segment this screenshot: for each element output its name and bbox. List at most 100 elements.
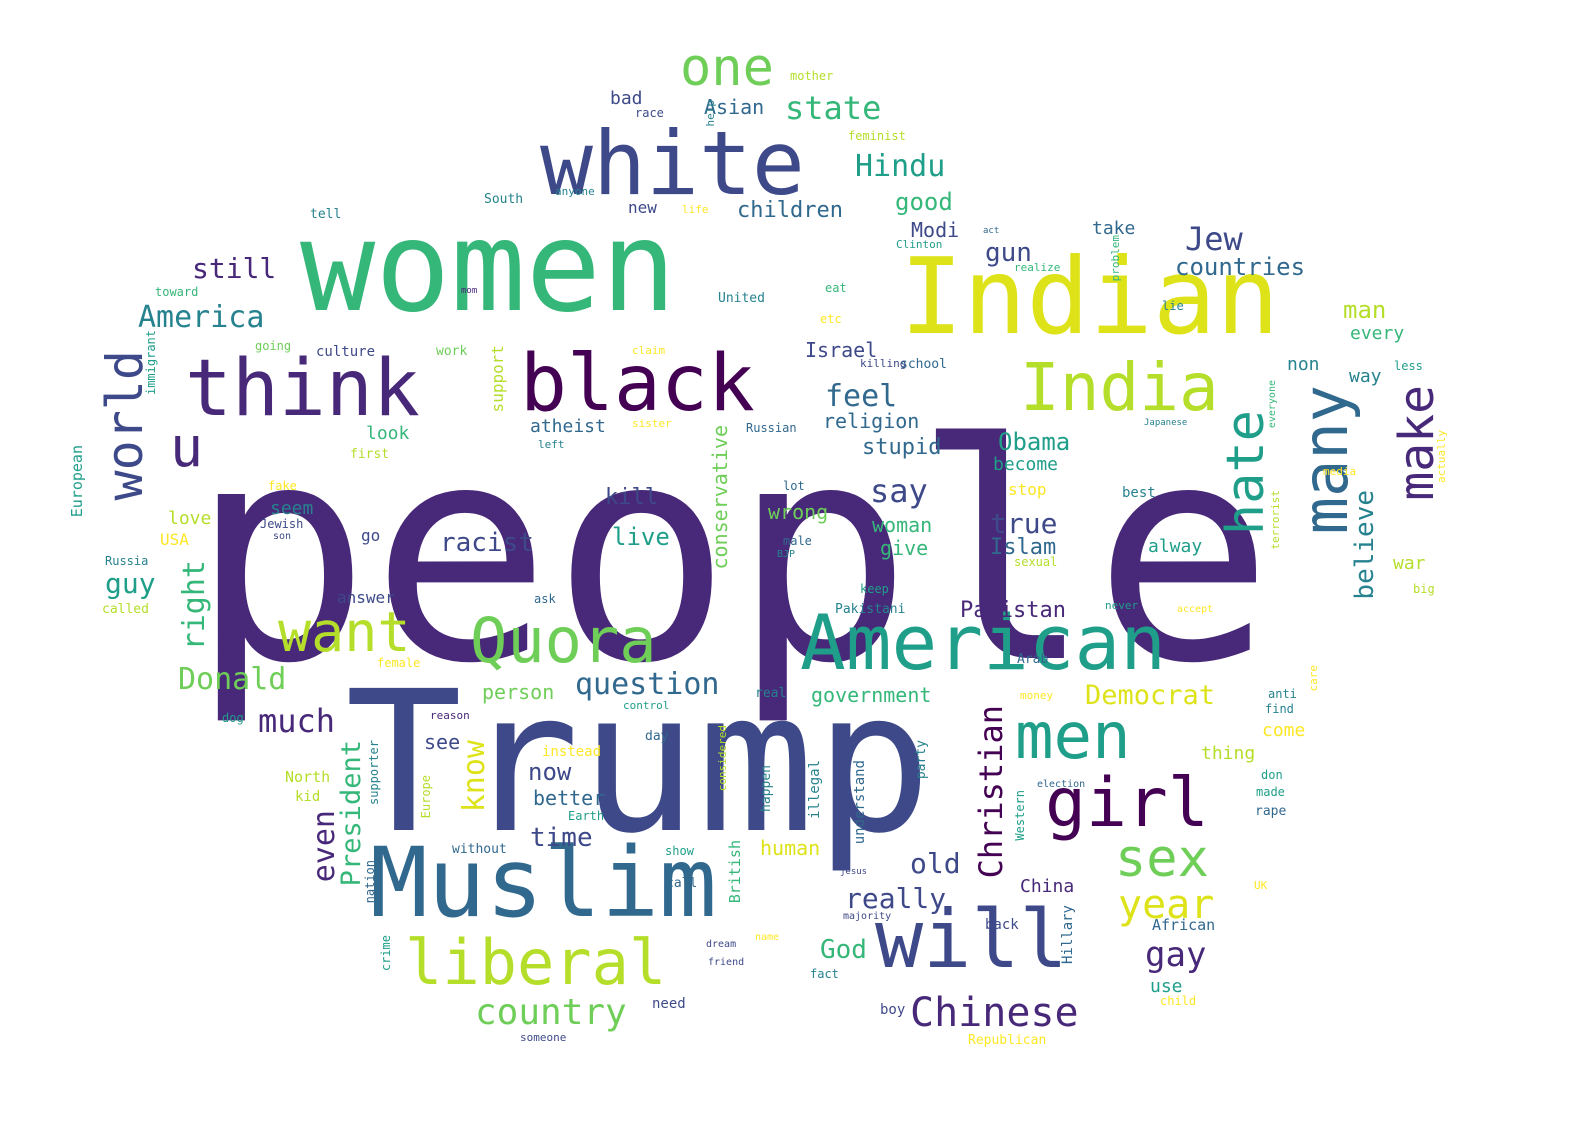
word-trump: Trump: [345, 649, 932, 876]
word-stop: stop: [1008, 480, 1047, 499]
word-god: God: [820, 935, 867, 965]
word-pakistani: Pakistani: [835, 602, 906, 617]
word-indian: Indian: [900, 236, 1280, 358]
word-culture: culture: [316, 344, 376, 360]
word-real: real: [755, 686, 787, 701]
word-really: really: [845, 882, 947, 915]
word-feminist: feminist: [848, 129, 906, 143]
word-make: make: [1389, 385, 1445, 501]
word-kill: kill: [605, 485, 658, 510]
word-north: North: [285, 768, 331, 786]
word-war: war: [1393, 553, 1426, 574]
word-israel: Israel: [805, 338, 878, 362]
word-hillary: Hillary: [1060, 905, 1076, 965]
word-asian: Asian: [704, 95, 765, 119]
word-name: name: [755, 932, 780, 943]
word-people: people: [190, 380, 1274, 729]
word-reason: reason: [430, 709, 470, 722]
word-every: every: [1350, 323, 1405, 344]
word-south: South: [484, 192, 524, 207]
word-gay: gay: [1145, 935, 1207, 975]
word-terrorist: terrorist: [1269, 490, 1282, 550]
word-happen: happen: [759, 765, 774, 812]
word-thing: thing: [1201, 743, 1256, 764]
word-become: become: [993, 454, 1059, 475]
word-crime: crime: [379, 935, 393, 972]
word-back: back: [985, 917, 1019, 933]
word-american: American: [800, 598, 1167, 687]
word-guy: guy: [105, 567, 156, 600]
word-made: made: [1256, 785, 1285, 799]
word-supporter: supporter: [367, 740, 381, 806]
word-anti: anti: [1268, 687, 1297, 701]
word-election: election: [1037, 779, 1086, 790]
word-non: non: [1287, 354, 1320, 375]
word-alway: alway: [1148, 536, 1203, 557]
word-sexual: sexual: [1014, 555, 1058, 569]
word-western: Western: [1013, 790, 1027, 841]
word-seem: seem: [270, 498, 314, 519]
word-quora: Quora: [470, 604, 657, 677]
word-act: act: [983, 226, 1000, 236]
word-someone: someone: [520, 1031, 567, 1044]
word-religion: religion: [823, 409, 920, 433]
word-instead: instead: [542, 744, 602, 760]
word-anyone: anyone: [555, 185, 595, 198]
word-atheist: atheist: [530, 416, 606, 437]
word-support: support: [488, 345, 507, 413]
word-media: media: [1323, 465, 1357, 478]
word-conservative: conservative: [708, 425, 732, 570]
word-best: best: [1122, 485, 1156, 501]
word-china: China: [1020, 876, 1075, 897]
word-call: call: [666, 876, 698, 891]
word-come: come: [1262, 720, 1306, 741]
word-take: take: [1092, 218, 1136, 239]
word-will: will: [875, 893, 1068, 986]
word-question: question: [575, 667, 720, 702]
word-man: man: [1343, 296, 1387, 324]
word-black: black: [520, 339, 755, 429]
word-woman: woman: [872, 513, 933, 537]
word-find: find: [1265, 702, 1294, 716]
word-one: one: [680, 38, 774, 98]
word-bjp: BJP: [777, 549, 796, 560]
word-person: person: [482, 680, 555, 704]
word-boy: boy: [880, 1002, 906, 1018]
word-want: want: [278, 600, 411, 664]
word-love: love: [168, 508, 212, 529]
word-racist: racist: [440, 528, 534, 558]
word-female: female: [377, 656, 421, 670]
word-many: many: [1289, 385, 1362, 535]
word-white: white: [540, 112, 805, 215]
word-much: much: [258, 702, 336, 740]
word-time: time: [530, 823, 593, 853]
word-know: know: [457, 740, 492, 813]
word-called: called: [102, 602, 149, 617]
word-majority: majority: [843, 911, 892, 922]
word-children: children: [737, 198, 843, 223]
word-christian: Christian: [972, 705, 1010, 879]
word-stupid: stupid: [862, 435, 942, 460]
word-hindu: Hindu: [855, 149, 946, 184]
word-women: women: [300, 195, 677, 340]
word-way: way: [1349, 366, 1382, 387]
word-europe: Europe: [419, 775, 433, 819]
word-america: America: [138, 300, 265, 335]
word-uk: UK: [1254, 879, 1268, 892]
word-big: big: [1413, 582, 1435, 596]
word-bad: bad: [610, 88, 643, 109]
word-true: true: [990, 507, 1058, 540]
word-year: year: [1118, 882, 1215, 928]
word-islam: Islam: [990, 535, 1057, 560]
word-liberal: liberal: [405, 926, 667, 999]
word-keep: keep: [860, 582, 889, 596]
word-president: President: [336, 740, 367, 887]
word-gun: gun: [985, 238, 1032, 268]
word-son: son: [273, 531, 292, 542]
word-don: don: [1261, 768, 1283, 782]
word-european: European: [68, 445, 86, 518]
word-human: human: [760, 836, 821, 860]
word-even: even: [307, 810, 342, 883]
word-jewish: Jewish: [260, 517, 304, 531]
